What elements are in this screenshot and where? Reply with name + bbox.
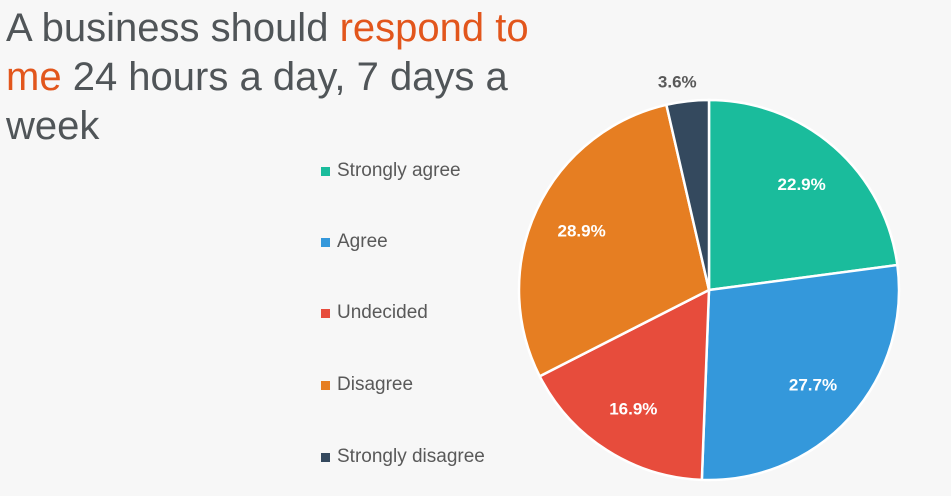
legend-label: Undecided [337, 302, 428, 323]
data-label: 16.9% [609, 399, 657, 418]
legend-label: Strongly agree [337, 160, 461, 181]
legend-label: Agree [337, 231, 388, 252]
legend-label: Disagree [337, 374, 414, 395]
legend-swatch [321, 380, 330, 390]
legend-swatch [321, 308, 330, 318]
legend-swatch [321, 166, 330, 176]
legend-item: Agree [321, 231, 388, 253]
legend-swatch [321, 237, 330, 247]
legend-swatch [321, 452, 330, 462]
data-label: 22.9% [778, 175, 826, 194]
title-highlight: respond to me [6, 6, 529, 99]
legend-item: Strongly disagree [321, 446, 485, 468]
pie-slice-undecided [538, 287, 711, 482]
data-label: 3.6% [658, 72, 697, 91]
title-pre: A business should [6, 6, 340, 50]
legend-label: Strongly disagree [337, 446, 485, 467]
legend-item: Disagree [321, 374, 413, 396]
pie-slice-agree [700, 263, 901, 482]
title-post: 24 hours a day, 7 days a week [6, 55, 508, 148]
legend-item: Undecided [321, 302, 428, 324]
pie-slice-strongly-disagree [664, 98, 711, 291]
legend-item: Strongly agree [321, 160, 461, 182]
pie-slice-strongly-agree [707, 98, 899, 292]
data-label: 27.7% [789, 376, 837, 395]
data-label: 28.9% [557, 222, 605, 241]
pie-slice-disagree [517, 103, 711, 378]
chart-title: A business should respond to me 24 hours… [6, 4, 566, 151]
